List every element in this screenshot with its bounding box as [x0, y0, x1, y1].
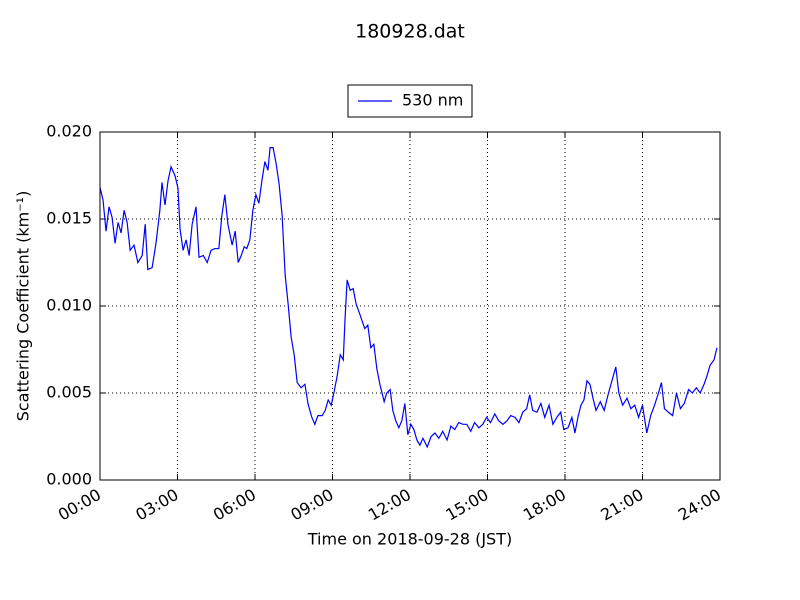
x-tick-label: 06:00 — [210, 485, 259, 525]
x-tick-label: 12:00 — [365, 485, 414, 525]
x-tick-label: 21:00 — [597, 485, 646, 525]
y-tick-label: 0.010 — [46, 296, 92, 315]
x-tick-label: 00:00 — [55, 485, 104, 525]
y-tick-label: 0.005 — [46, 383, 92, 402]
x-tick-label: 09:00 — [287, 485, 336, 525]
y-axis-label: Scattering Coefficient (km⁻¹) — [14, 191, 33, 422]
chart-title: 180928.dat — [355, 21, 465, 43]
y-tick-label: 0.000 — [46, 470, 92, 489]
y-tick-label: 0.020 — [46, 122, 92, 141]
x-tick-label: 15:00 — [442, 485, 491, 525]
legend-label: 530 nm — [402, 91, 463, 110]
x-tick-label: 18:00 — [520, 485, 569, 525]
x-tick-label: 24:00 — [675, 485, 724, 525]
y-tick-label: 0.015 — [46, 209, 92, 228]
x-axis-label: Time on 2018-09-28 (JST) — [307, 530, 512, 549]
data-line — [99, 147, 718, 449]
plot-frame — [99, 131, 721, 481]
x-tick-label: 03:00 — [132, 485, 181, 525]
